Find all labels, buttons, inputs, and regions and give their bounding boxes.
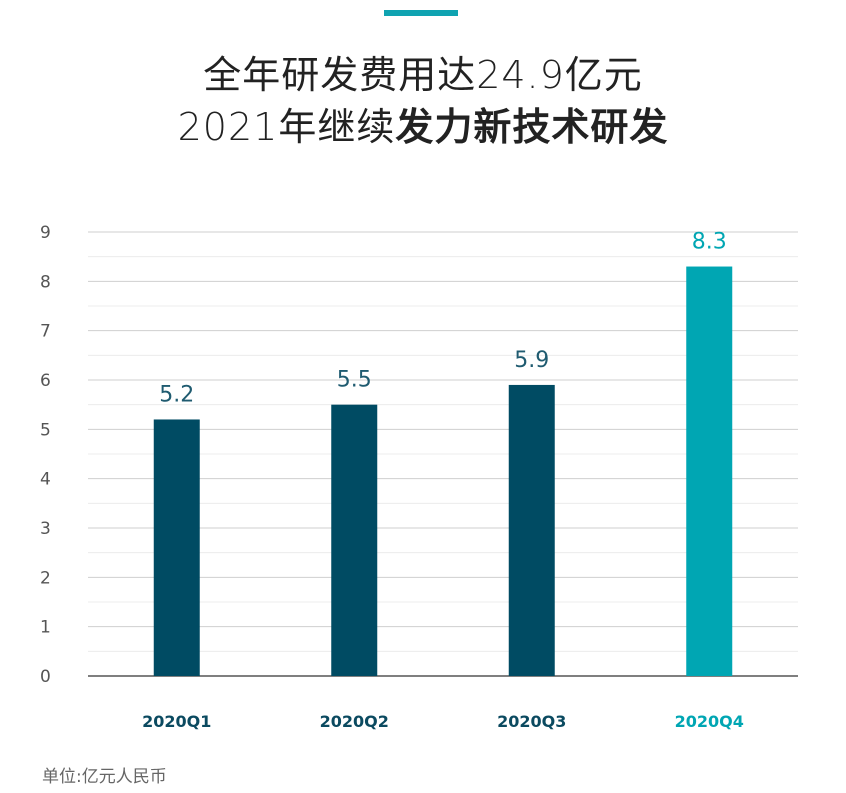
y-tick-label: 7 [40, 322, 51, 342]
data-label: 5.5 [337, 368, 372, 393]
data-label: 8.3 [692, 230, 727, 255]
y-tick-label: 4 [40, 470, 51, 490]
bar [686, 266, 733, 676]
x-tick-label: 2020Q1 [142, 712, 211, 731]
y-tick-label: 0 [40, 667, 51, 687]
unit-note: 单位:亿元人民币 [42, 767, 167, 787]
subtitle-bold: 发力新技术研发 [395, 105, 669, 149]
bar [153, 419, 200, 676]
data-label: 5.9 [514, 348, 549, 373]
x-tick-label: 2020Q4 [675, 712, 744, 731]
bar [508, 384, 555, 676]
y-tick-label: 2 [40, 568, 51, 588]
y-tick-label: 5 [40, 420, 51, 440]
y-tick-label: 3 [40, 519, 51, 539]
y-tick-label: 9 [40, 223, 51, 243]
x-tick-label: 2020Q2 [320, 712, 389, 731]
subtitle-regular: 2021年继续 [177, 105, 396, 149]
title-accent-bar [384, 10, 458, 16]
data-label: 5.2 [159, 382, 194, 407]
bar [331, 404, 378, 676]
x-tick-label: 2020Q3 [497, 712, 566, 731]
chart-subtitle: 2021年继续发力新技术研发 [0, 96, 846, 151]
y-tick-label: 1 [40, 618, 51, 638]
chart-title: 全年研发费用达24.9亿元 [203, 53, 643, 97]
y-tick-label: 8 [40, 272, 51, 292]
y-tick-label: 6 [40, 371, 51, 391]
